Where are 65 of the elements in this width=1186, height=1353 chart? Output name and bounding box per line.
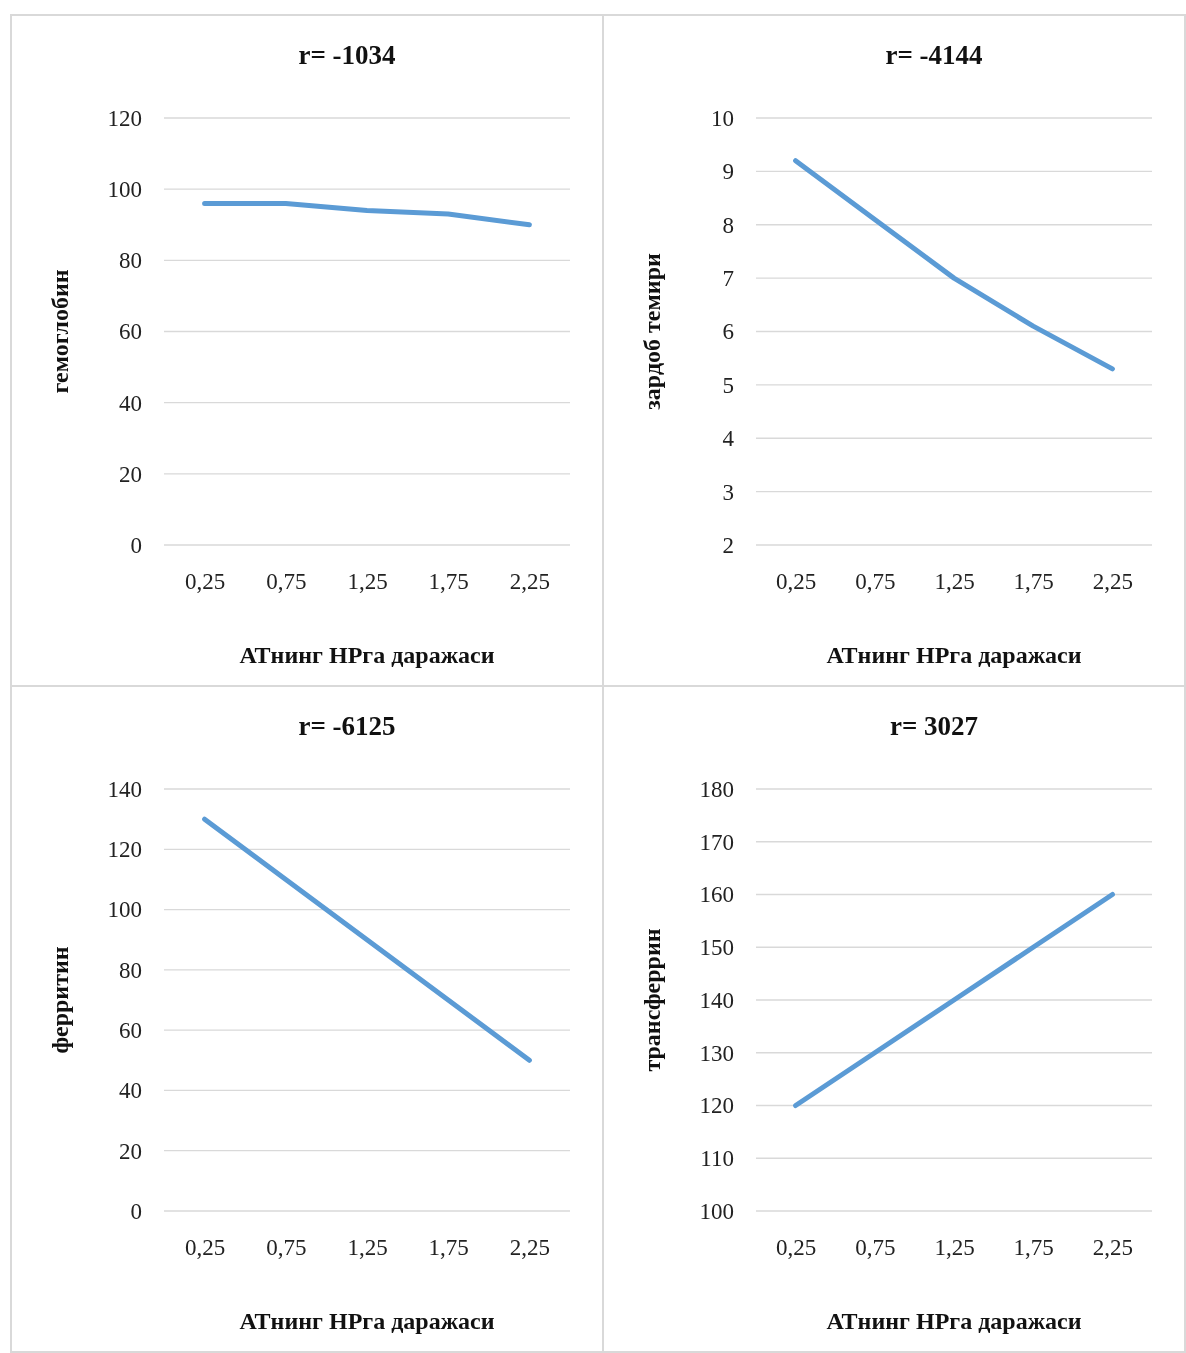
y-tick-label: 20 — [119, 461, 142, 487]
y-tick-label: 5 — [722, 372, 734, 398]
y-tick-label: 100 — [107, 177, 142, 203]
x-tick-label: 1,75 — [428, 1235, 469, 1261]
chart-title: r= 3027 — [889, 711, 979, 741]
y-tick-label: 6 — [722, 319, 734, 345]
y-tick-label: 9 — [722, 159, 734, 185]
chart-title: r= -4144 — [885, 40, 983, 70]
y-tick-label: 4 — [722, 426, 735, 452]
x-tick-label: 0,75 — [855, 1235, 896, 1261]
y-axis-title: зардоб темири — [639, 253, 665, 410]
y-tick-label: 150 — [699, 935, 734, 961]
x-axis-title: АТнинг НРга даражаси — [239, 1308, 495, 1334]
y-tick-label: 80 — [119, 248, 142, 274]
x-axis-title: АТнинг НРга даражаси — [239, 642, 495, 668]
y-tick-label: 60 — [119, 1018, 142, 1043]
x-tick-label: 0,25 — [775, 569, 817, 595]
y-tick-label: 2 — [722, 532, 734, 558]
y-axis-title: трансферрин — [639, 928, 665, 1072]
y-tick-label: 140 — [107, 776, 142, 802]
x-tick-label: 1,75 — [428, 569, 469, 595]
y-tick-label: 180 — [699, 776, 734, 802]
y-tick-label: 100 — [107, 897, 142, 923]
y-tick-label: 40 — [119, 390, 142, 416]
y-tick-label: 40 — [119, 1078, 142, 1104]
chart-title: r= -1034 — [298, 40, 396, 70]
x-tick-label: 2,25 — [509, 569, 551, 595]
y-tick-label: 120 — [699, 1093, 734, 1119]
x-tick-label: 0,25 — [184, 569, 226, 595]
x-tick-label: 1,75 — [1013, 1235, 1054, 1261]
x-tick-label: 2,25 — [509, 1235, 551, 1261]
x-axis-title: АТнинг НРга даражаси — [826, 1308, 1082, 1334]
x-tick-label: 1,75 — [1013, 569, 1054, 595]
y-tick-label: 7 — [722, 265, 734, 291]
x-tick-label: 1,25 — [934, 1235, 975, 1261]
x-axis-title: АТнинг НРга даражаси — [826, 642, 1082, 668]
y-tick-label: 0 — [130, 1198, 142, 1224]
y-axis-title: гемоглобин — [47, 269, 73, 394]
y-tick-label: 170 — [699, 829, 734, 855]
y-tick-label: 120 — [107, 105, 142, 131]
x-tick-label: 0,25 — [775, 1235, 817, 1261]
y-tick-label: 80 — [119, 957, 142, 983]
x-tick-label: 2,25 — [1092, 1235, 1134, 1261]
y-tick-label: 130 — [699, 1040, 734, 1066]
x-tick-label: 0,75 — [855, 569, 896, 595]
y-tick-label: 120 — [107, 837, 142, 863]
x-tick-label: 0,25 — [184, 1235, 226, 1261]
x-tick-label: 1,25 — [934, 569, 975, 595]
y-axis-title: ферритин — [47, 946, 73, 1054]
chart-title: r= -6125 — [298, 711, 396, 741]
y-tick-label: 100 — [699, 1198, 734, 1224]
y-tick-label: 140 — [699, 987, 734, 1013]
y-tick-label: 20 — [119, 1138, 142, 1164]
y-tick-label: 10 — [711, 105, 734, 131]
y-tick-label: 110 — [700, 1146, 734, 1172]
x-tick-label: 0,75 — [266, 1235, 307, 1261]
x-tick-label: 1,25 — [347, 1235, 388, 1261]
y-tick-label: 3 — [722, 479, 734, 505]
x-tick-label: 2,25 — [1092, 569, 1134, 595]
x-tick-label: 0,75 — [266, 569, 307, 595]
y-tick-label: 160 — [699, 882, 734, 908]
y-tick-label: 8 — [722, 212, 734, 238]
y-tick-label: 60 — [119, 319, 142, 345]
x-tick-label: 1,25 — [347, 569, 388, 595]
y-tick-label: 0 — [130, 532, 142, 558]
